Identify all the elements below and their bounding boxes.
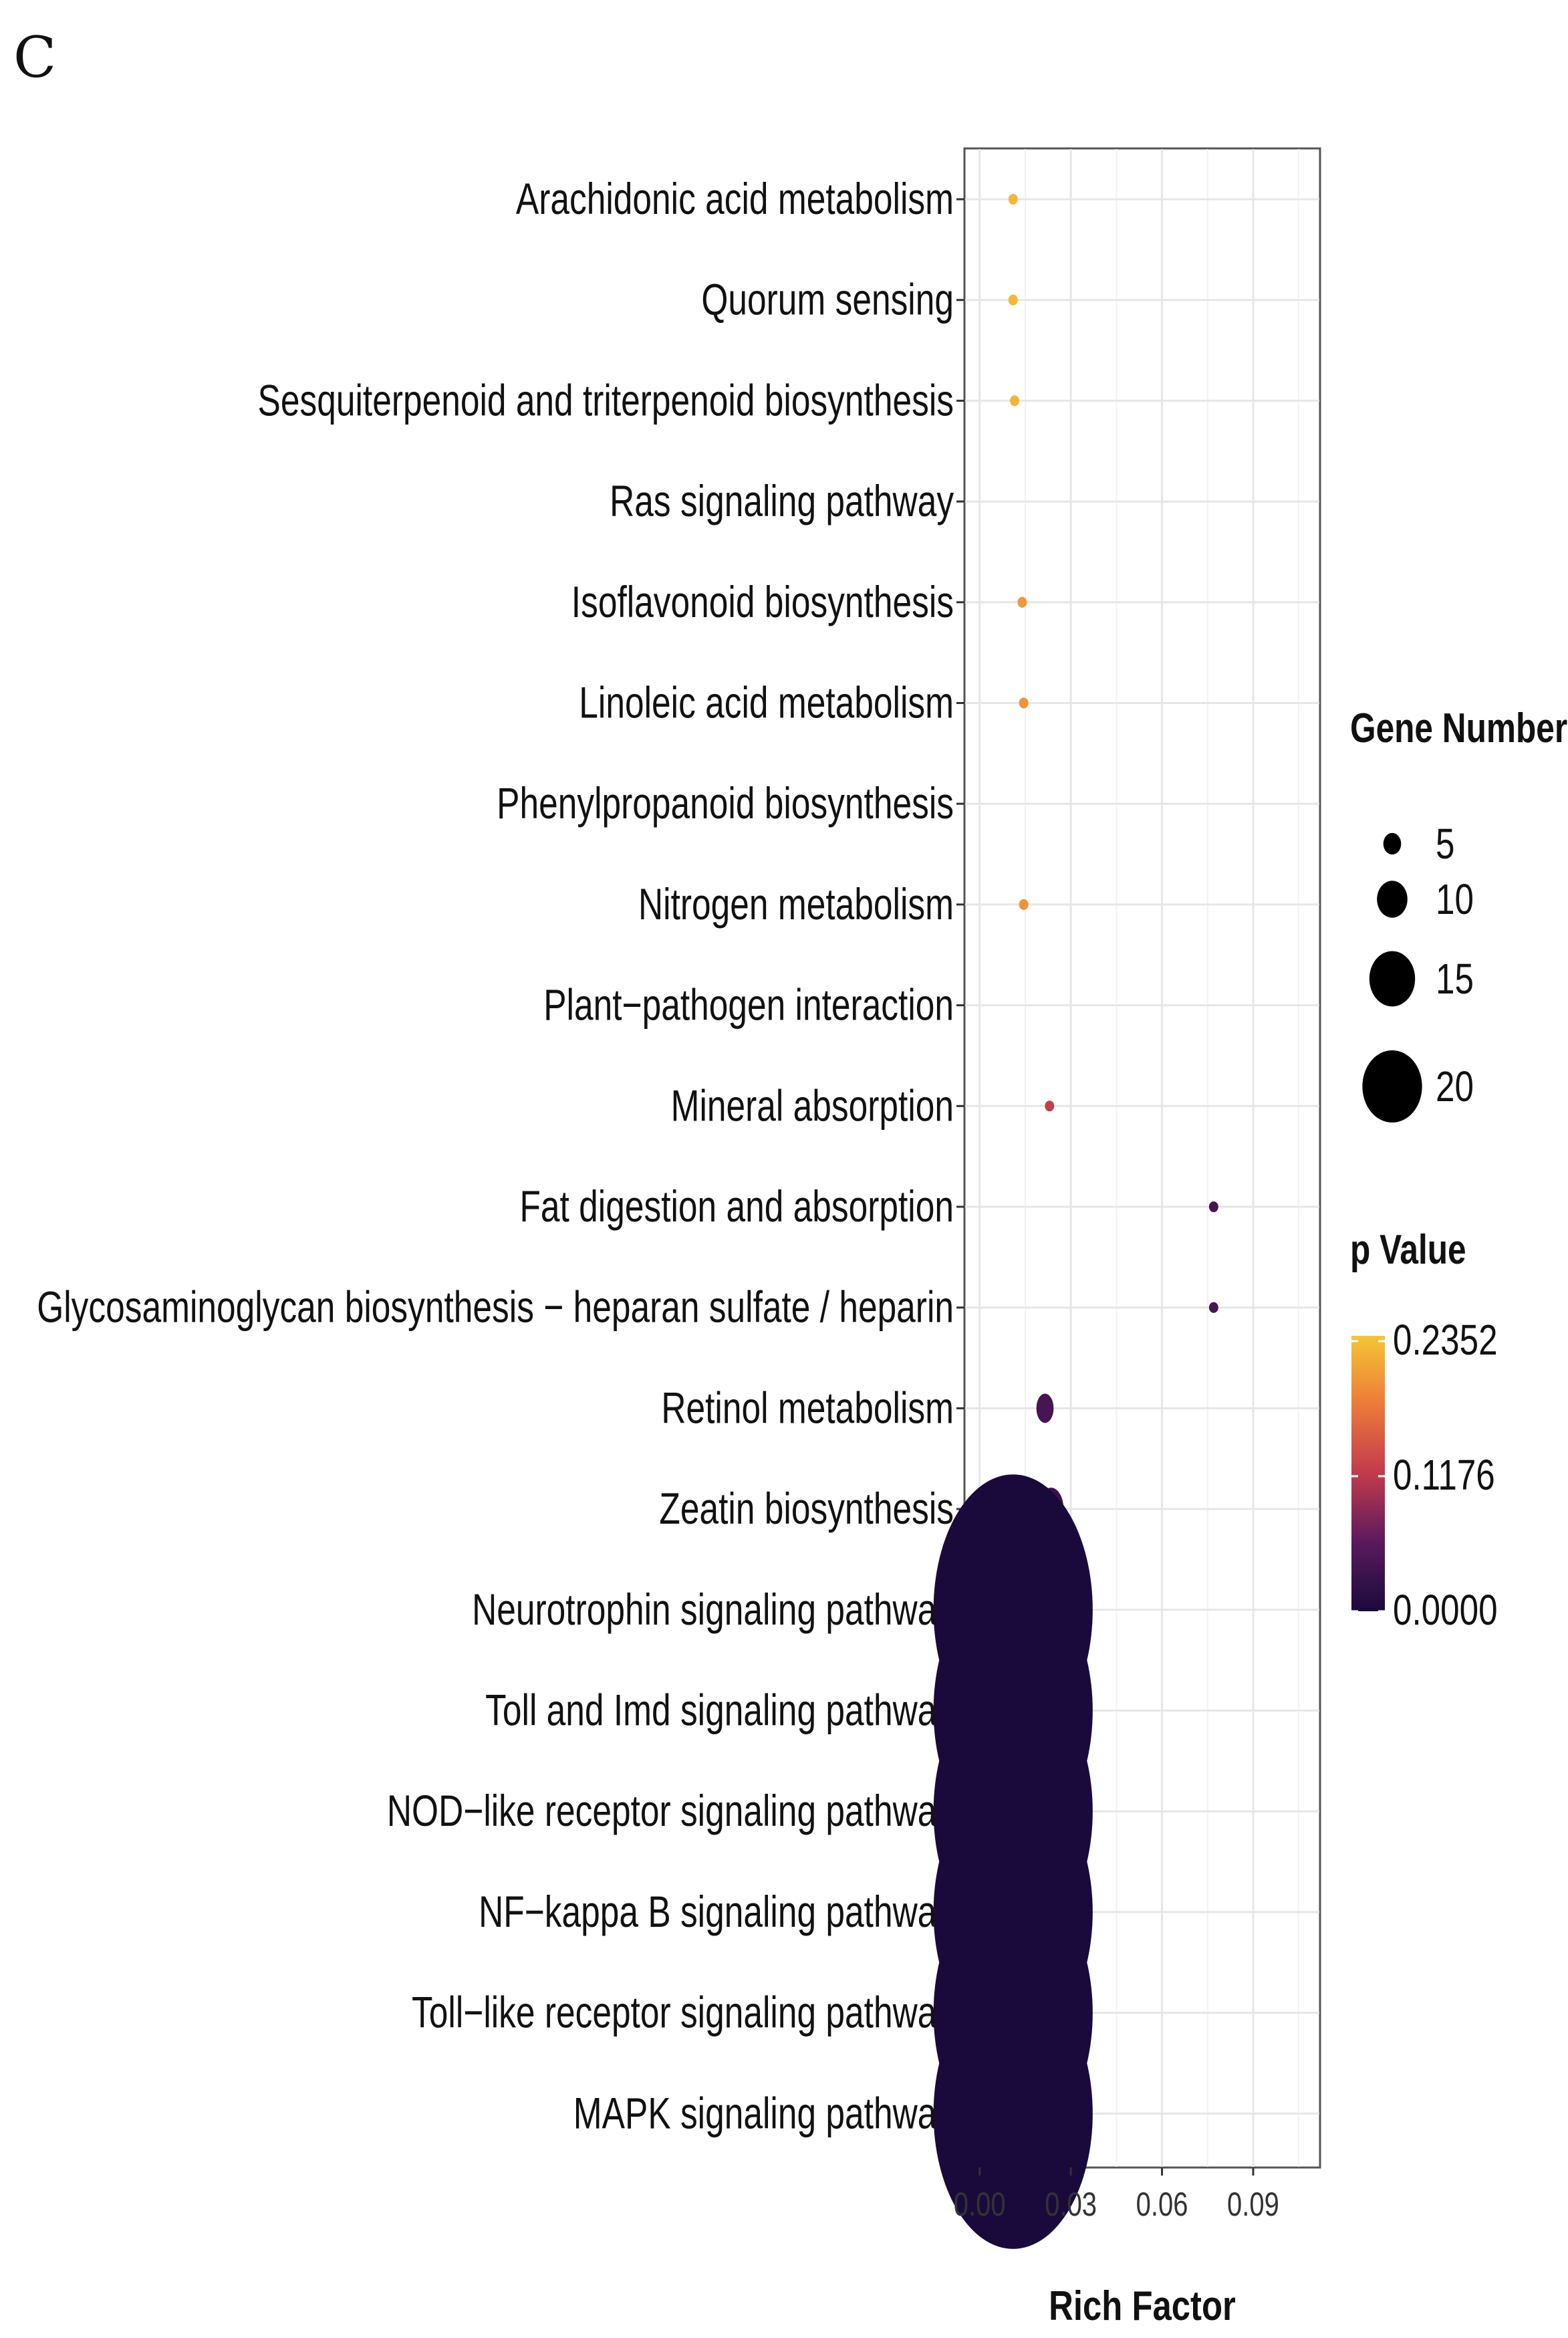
data-point: [1019, 899, 1029, 910]
color-legend-label: 0.1176: [1393, 1452, 1495, 1500]
y-tick-label: Arachidonic acid metabolism: [516, 174, 954, 224]
size-legend-key: [1369, 951, 1416, 1007]
data-point: [1208, 1302, 1218, 1313]
y-tick-label: Phenylpropanoid biosynthesis: [497, 778, 954, 828]
size-legend-title: Gene Number: [1350, 705, 1567, 751]
size-legend-key: [1383, 832, 1402, 855]
y-tick-label: MAPK signaling pathway: [573, 2088, 954, 2138]
size-legend-key: [1362, 1050, 1422, 1123]
data-points: [933, 193, 1218, 2249]
data-point: [1010, 395, 1020, 406]
y-tick-label: Retinol metabolism: [661, 1383, 954, 1433]
x-tick-label: 0.00: [954, 2186, 1006, 2223]
y-tick-label: Glycosaminoglycan biosynthesis − heparan…: [37, 1282, 954, 1332]
color-legend-title: p Value: [1350, 1226, 1466, 1273]
x-tick-label: 0.06: [1136, 2186, 1188, 2223]
data-point: [933, 1978, 1093, 2249]
x-tick-label: 0.09: [1227, 2186, 1279, 2223]
data-point: [1208, 1201, 1218, 1213]
x-axis-title: Rich Factor: [1049, 2283, 1236, 2329]
y-tick-label: Isoflavonoid biosynthesis: [571, 577, 954, 627]
data-point: [1045, 1100, 1055, 1112]
data-point: [1036, 1393, 1054, 1423]
size-legend-label: 15: [1436, 956, 1474, 1004]
x-tick-label: 0.03: [1045, 2186, 1097, 2223]
size-legend-label: 5: [1436, 821, 1454, 868]
data-point: [1017, 596, 1027, 608]
color-legend-label: 0.0000: [1393, 1587, 1498, 1635]
color-legend-ticks: 0.2352 0.1176 0.0000: [1351, 1317, 1498, 1635]
data-point: [1008, 294, 1018, 306]
y-tick-label: Fat digestion and absorption: [520, 1181, 954, 1232]
y-tick-label: Toll and Imd signaling pathway: [485, 1685, 954, 1735]
panel-label: C: [13, 25, 56, 90]
y-tick-label: Zeatin biosynthesis: [659, 1484, 954, 1534]
y-tick-label: Toll−like receptor signaling pathway: [412, 1987, 954, 2037]
y-tick-label: Sesquiterpenoid and triterpenoid biosynt…: [258, 375, 954, 425]
data-point: [1019, 697, 1029, 709]
x-axis-ticks: 0.00 0.03 0.06 0.09: [954, 2168, 1279, 2223]
y-tick-label: Mineral absorption: [671, 1080, 954, 1131]
size-legend: 5 10 15 20: [1362, 821, 1474, 1123]
y-tick-label: Ras signaling pathway: [610, 476, 954, 526]
color-legend-label: 0.2352: [1393, 1317, 1498, 1365]
size-legend-key: [1377, 881, 1408, 918]
data-point: [1008, 193, 1018, 205]
color-legend-bar: [1351, 1336, 1385, 1611]
y-tick-label: Neurotrophin signaling pathway: [472, 1585, 954, 1635]
y-tick-label: Quorum sensing: [701, 274, 954, 324]
y-axis-labels: Arachidonic acid metabolism Quorum sensin…: [37, 174, 954, 2138]
y-tick-label: NF−kappa B signaling pathway: [479, 1887, 954, 1937]
y-tick-label: Nitrogen metabolism: [638, 879, 954, 929]
y-tick-label: Plant−pathogen interaction: [543, 979, 954, 1030]
size-legend-label: 20: [1436, 1064, 1474, 1111]
size-legend-label: 10: [1436, 876, 1474, 924]
y-tick-label: NOD−like receptor signaling pathway: [387, 1786, 954, 1836]
y-tick-label: Linoleic acid metabolism: [579, 677, 954, 727]
